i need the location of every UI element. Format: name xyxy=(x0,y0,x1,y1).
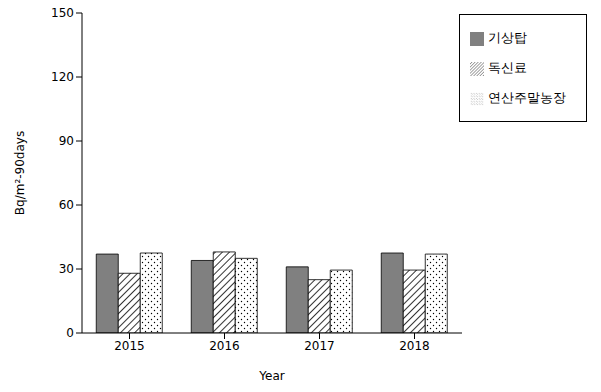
svg-text:0: 0 xyxy=(66,326,74,340)
html-text:기상탑: 기상탑 xyxy=(488,30,527,45)
svg-text:120: 120 xyxy=(51,70,74,84)
svg-text:Bq/m²-90days: Bq/m²-90days xyxy=(13,131,27,215)
svg-text:60: 60 xyxy=(59,198,74,212)
svg-text:2016: 2016 xyxy=(209,339,240,353)
svg-text:2017: 2017 xyxy=(304,339,335,353)
svg-text:2015: 2015 xyxy=(114,339,145,353)
svg-text:Year: Year xyxy=(258,369,284,383)
svg-text:150: 150 xyxy=(51,6,74,20)
svg-text:90: 90 xyxy=(59,134,74,148)
svg-text:30: 30 xyxy=(59,262,74,276)
html-text:독신료: 독신료 xyxy=(488,60,527,75)
svg-text:2018: 2018 xyxy=(399,339,430,353)
html-text:연산주말농장: 연산주말농장 xyxy=(488,90,566,105)
